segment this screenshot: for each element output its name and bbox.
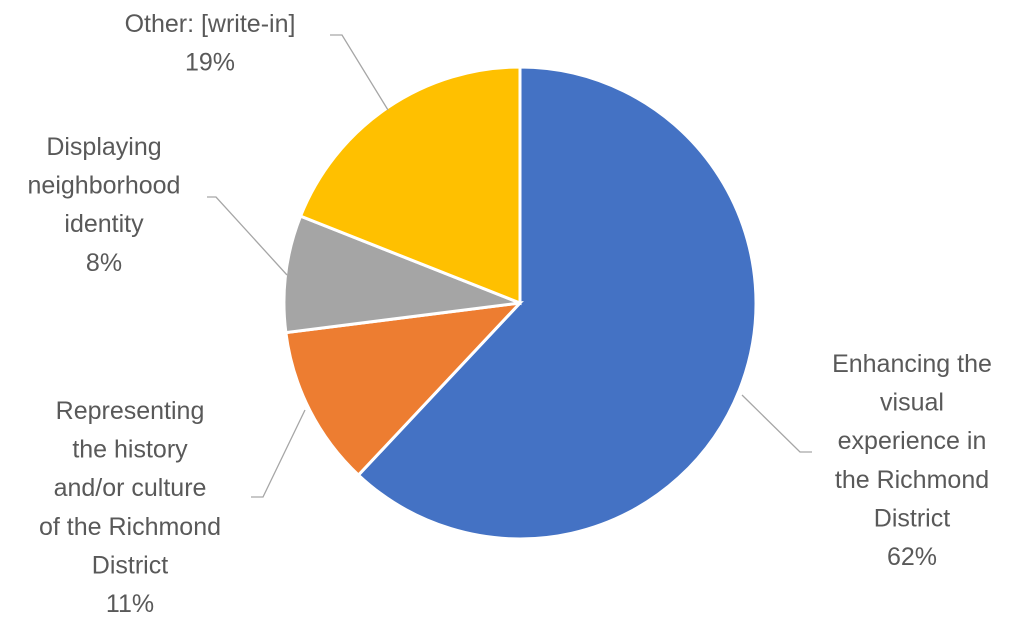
data-label-line: of the Richmond xyxy=(39,513,221,541)
data-label-line: District xyxy=(92,551,168,579)
leader-line-representing-history xyxy=(251,409,306,498)
data-label-enhancing-visual: Enhancing the visual experience in the Rich… xyxy=(832,350,992,571)
data-label-line: and/or culture xyxy=(54,474,207,502)
data-label-line: Displaying xyxy=(46,133,161,161)
data-label-line: the Richmond xyxy=(835,466,989,494)
leader-line-neighborhood-identity xyxy=(207,196,288,276)
data-label-line: neighborhood xyxy=(28,172,181,200)
data-label-neighborhood-identity: Displaying neighborhood identity 8% xyxy=(28,133,181,277)
data-label-line: Other: [write-in] xyxy=(125,10,296,38)
pie-slices xyxy=(282,65,758,541)
data-labels: Enhancing the visual experience in the Rich… xyxy=(28,10,992,618)
data-label-percent: 8% xyxy=(86,249,122,277)
data-label-line: identity xyxy=(64,210,144,238)
data-label-line: Enhancing the xyxy=(832,350,992,378)
data-label-line: visual xyxy=(880,389,944,417)
data-label-percent: 62% xyxy=(887,543,937,571)
data-label-other: Other: [write-in] 19% xyxy=(125,10,296,77)
data-label-line: experience in xyxy=(838,427,987,455)
leader-lines xyxy=(207,34,812,498)
data-label-line: Representing xyxy=(56,397,205,425)
data-label-line: the history xyxy=(72,436,188,464)
slice-enhancing-visual xyxy=(356,65,758,541)
slice-representing-history xyxy=(284,300,524,478)
data-label-percent: 11% xyxy=(106,590,154,618)
data-label-percent: 19% xyxy=(185,49,235,77)
data-label-line: District xyxy=(874,504,950,532)
data-label-representing-history: Representing the history and/or culture of … xyxy=(39,397,221,618)
leader-line-enhancing-visual xyxy=(741,394,812,453)
leader-line-other xyxy=(330,34,389,111)
